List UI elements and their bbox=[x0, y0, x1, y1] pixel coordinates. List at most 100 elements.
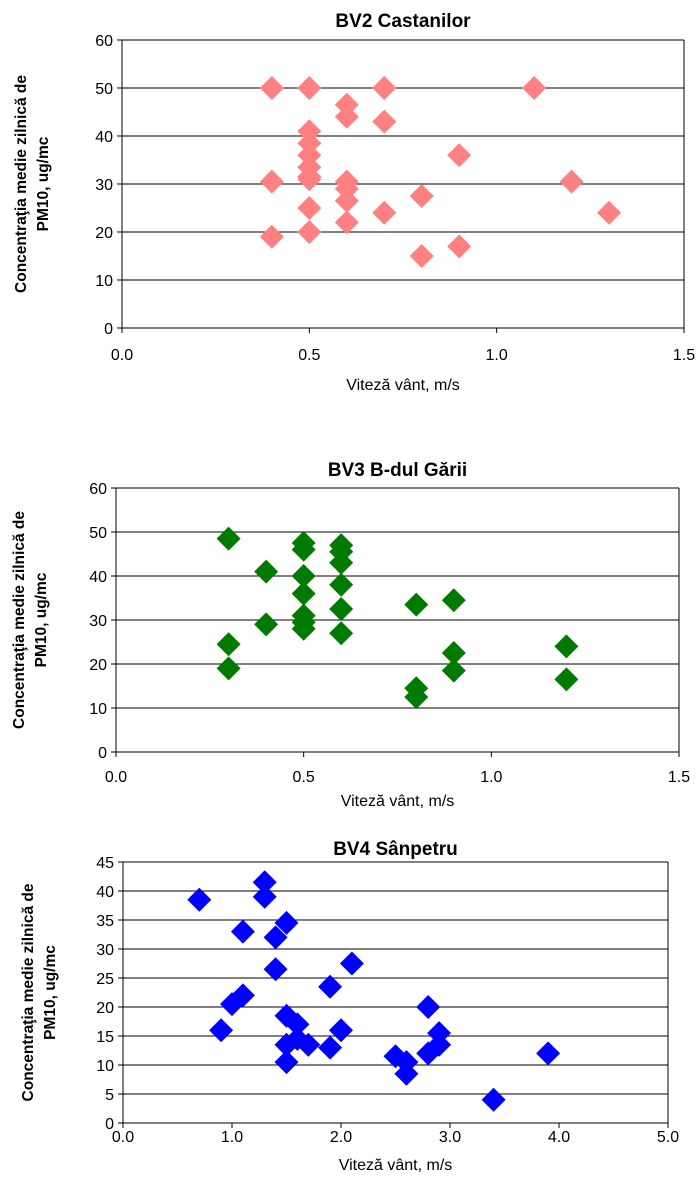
data-point bbox=[554, 667, 579, 692]
chart-title: BV2 Castanilor bbox=[335, 11, 471, 32]
x-axis-label: Viteză vânt, m/s bbox=[346, 377, 460, 394]
y-axis-label-line-2: PM10, ug/mc bbox=[42, 945, 59, 1040]
data-point bbox=[291, 581, 316, 606]
y-tick-label: 40 bbox=[95, 129, 113, 146]
data-point bbox=[334, 104, 359, 129]
data-point bbox=[372, 109, 397, 134]
y-tick-label: 0 bbox=[105, 1116, 114, 1133]
data-point bbox=[372, 200, 397, 225]
data-point bbox=[334, 188, 359, 213]
data-point bbox=[252, 870, 277, 895]
data-point bbox=[291, 537, 316, 562]
data-point bbox=[329, 597, 354, 621]
x-tick-label: 1.0 bbox=[221, 1129, 243, 1146]
data-point bbox=[441, 641, 466, 665]
y-tick-label: 5 bbox=[105, 1087, 114, 1104]
chart-1: BV2 Castanilor 0 10 20 30 40 50 60 0.0 0.5 1.0 1.5 V… bbox=[13, 11, 695, 394]
data-point bbox=[216, 632, 241, 657]
x-tick-label: 3.0 bbox=[439, 1129, 461, 1146]
data-point bbox=[259, 224, 284, 249]
data-point bbox=[394, 1061, 419, 1086]
data-point bbox=[297, 76, 322, 100]
data-point bbox=[254, 559, 279, 584]
data-point bbox=[296, 1032, 321, 1057]
x-tick-label: 4.0 bbox=[548, 1129, 570, 1146]
data-point bbox=[187, 887, 212, 912]
data-point bbox=[597, 200, 622, 225]
data-point bbox=[559, 169, 584, 194]
data-point bbox=[297, 196, 322, 220]
data-point bbox=[441, 588, 466, 613]
y-axis-label-line-1: Concentraţia medie zilnică de bbox=[20, 883, 37, 1101]
y-tick-label: 30 bbox=[95, 177, 113, 194]
data-point bbox=[447, 143, 472, 168]
chart-2: BV3 B-dul Gării 0 10 20 30 40 50 60 0.0 0.5 1.0 1.5… bbox=[11, 460, 690, 810]
x-axis-label: Viteză vânt, m/s bbox=[339, 1157, 453, 1174]
data-point bbox=[404, 685, 429, 709]
data-point bbox=[339, 951, 364, 976]
y-tick-label: 0 bbox=[104, 321, 113, 338]
data-point bbox=[441, 658, 466, 683]
y-tick-label: 20 bbox=[95, 225, 113, 242]
y-tick-label: 45 bbox=[96, 855, 114, 872]
data-point bbox=[329, 550, 354, 575]
data-point bbox=[329, 1018, 353, 1043]
data-point bbox=[522, 76, 547, 100]
data-point bbox=[297, 220, 322, 244]
data-point bbox=[416, 1041, 441, 1066]
data-point bbox=[252, 884, 277, 909]
data-point bbox=[291, 616, 316, 641]
data-point bbox=[404, 592, 429, 617]
data-point bbox=[481, 1087, 506, 1112]
x-tick-label: 0.0 bbox=[105, 769, 127, 786]
data-point bbox=[554, 634, 579, 659]
data-point bbox=[216, 526, 241, 551]
y-axis-label-line-1: Concentraţia medie zilnică de bbox=[11, 511, 28, 729]
data-point bbox=[329, 621, 354, 646]
x-tick-label: 1.5 bbox=[668, 769, 690, 786]
data-point bbox=[274, 1050, 299, 1075]
y-axis-label-line-2: PM10, ug/mc bbox=[33, 572, 50, 667]
data-point bbox=[447, 234, 472, 259]
y-tick-label: 20 bbox=[96, 1000, 114, 1017]
x-tick-label: 2.0 bbox=[330, 1129, 352, 1146]
y-tick-label: 50 bbox=[95, 81, 113, 98]
y-tick-label: 10 bbox=[95, 273, 113, 290]
data-point bbox=[372, 76, 397, 100]
y-tick-label: 15 bbox=[96, 1029, 114, 1046]
y-tick-label: 30 bbox=[89, 613, 107, 630]
y-tick-label: 40 bbox=[96, 884, 114, 901]
data-point bbox=[318, 1035, 343, 1060]
data-point bbox=[409, 184, 434, 208]
x-tick-label: 1.0 bbox=[486, 347, 508, 364]
y-tick-label: 40 bbox=[89, 569, 107, 586]
data-point bbox=[285, 1012, 310, 1037]
data-point bbox=[297, 167, 322, 192]
data-point bbox=[334, 210, 359, 235]
y-tick-label: 50 bbox=[89, 525, 107, 542]
chart-3: BV4 Sânpetru 0 5 10 15 20 25 30 35 40 45 0.0 1.0 2.0 3… bbox=[20, 839, 679, 1174]
y-tick-label: 10 bbox=[89, 701, 107, 718]
x-tick-label: 0.0 bbox=[111, 347, 133, 364]
data-point bbox=[230, 919, 255, 944]
chart-title: BV4 Sânpetru bbox=[333, 839, 458, 860]
data-point bbox=[329, 572, 354, 597]
data-point bbox=[291, 564, 316, 588]
x-tick-label: 0.5 bbox=[293, 769, 315, 786]
data-point bbox=[220, 992, 244, 1017]
data-point bbox=[409, 244, 434, 268]
data-point bbox=[274, 910, 299, 935]
data-point bbox=[416, 995, 441, 1019]
y-tick-label: 25 bbox=[96, 971, 114, 988]
x-tick-label: 0.5 bbox=[298, 347, 320, 364]
y-axis-label-line-1: Concentraţia medie zilnică de bbox=[13, 75, 30, 293]
x-tick-label: 1.0 bbox=[480, 769, 502, 786]
data-point bbox=[209, 1018, 234, 1043]
y-tick-label: 10 bbox=[96, 1058, 114, 1075]
y-tick-label: 60 bbox=[95, 33, 113, 50]
y-tick-label: 35 bbox=[96, 913, 114, 930]
y-tick-label: 30 bbox=[96, 942, 114, 959]
data-point bbox=[263, 957, 288, 982]
x-axis-label: Viteză vânt, m/s bbox=[341, 793, 455, 810]
